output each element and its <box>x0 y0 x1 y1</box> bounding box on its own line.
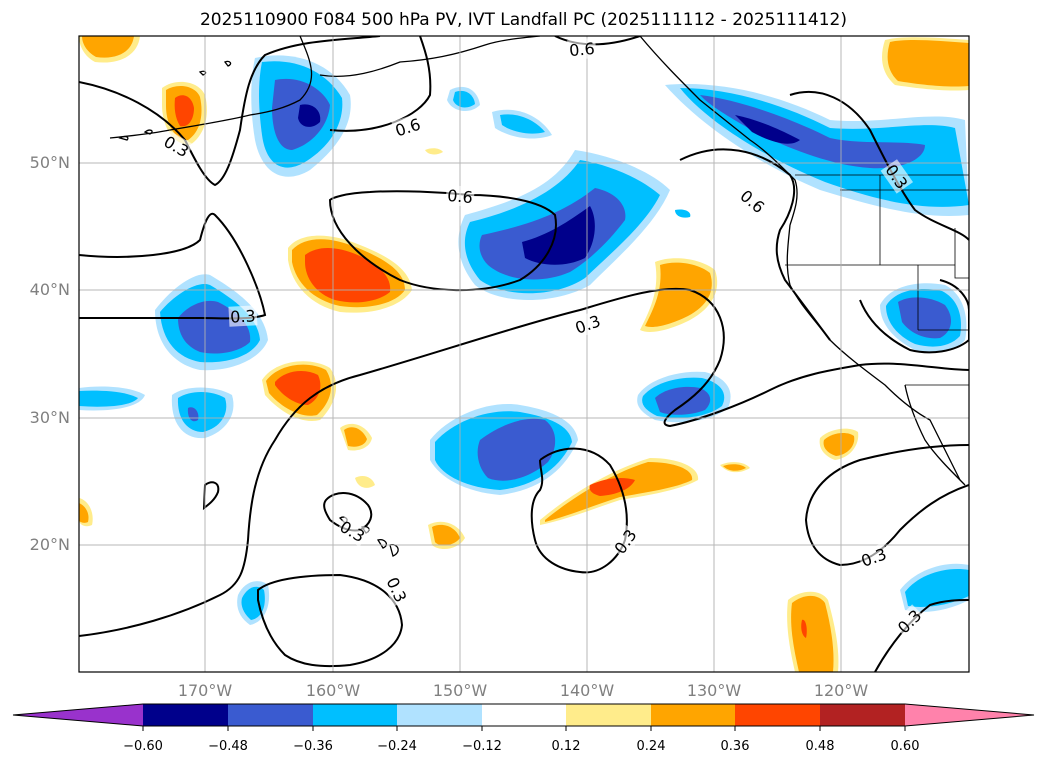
shade-blob <box>823 432 855 456</box>
contour-line <box>874 599 969 672</box>
shade-blob <box>79 390 138 407</box>
contour-label: 0.6 <box>736 186 768 217</box>
borders <box>785 174 969 386</box>
contour-label: 0.3 <box>336 517 368 546</box>
graticule <box>79 36 969 672</box>
lon-label: 140°W <box>559 681 615 700</box>
shade-blob <box>241 586 265 620</box>
colorbar-bin <box>566 704 651 726</box>
colorbar-bin <box>397 704 482 726</box>
us-west-coast <box>786 224 961 481</box>
colorbar-bin <box>143 704 228 726</box>
shade-blob <box>801 619 807 638</box>
contour-line <box>329 36 432 132</box>
lon-label: 170°W <box>177 681 233 700</box>
shade-blob <box>589 477 635 496</box>
colorbar-bin <box>820 704 905 726</box>
colorbar-over <box>905 704 1034 726</box>
shade-blob <box>700 95 925 169</box>
shade-blob <box>477 418 556 481</box>
contour-line <box>554 36 641 46</box>
shade-blob <box>723 464 746 471</box>
contour-label: 0.6 <box>447 186 474 207</box>
colorbar-bin <box>651 704 735 726</box>
colorbar-tick-label: 0.36 <box>720 739 750 754</box>
colorbar-bin <box>228 704 313 726</box>
contour-line <box>328 190 557 292</box>
shade-blob <box>791 595 834 672</box>
lon-label: 130°W <box>686 681 742 700</box>
colorbar-tick-label: −0.24 <box>377 739 417 754</box>
shade-blob <box>453 90 475 108</box>
colorbar-tick-label: −0.12 <box>462 739 502 754</box>
shade-blob <box>174 95 194 127</box>
contour-label: 0.3 <box>611 526 641 558</box>
colorbar-under <box>13 704 143 726</box>
shade-blob <box>735 115 800 144</box>
shade-blob <box>425 148 443 155</box>
alaska-coast <box>109 36 541 139</box>
colorbar-bin <box>313 704 397 726</box>
lon-label: 150°W <box>432 681 488 700</box>
coastlines <box>109 36 966 557</box>
lon-label: 120°W <box>813 681 869 700</box>
lat-label: 20°N <box>29 535 70 554</box>
shade-blob <box>177 392 227 432</box>
shade-blob <box>275 370 321 405</box>
shade-blob <box>905 569 969 607</box>
contour-line <box>79 287 969 637</box>
state-border <box>785 175 969 386</box>
contour-label: 0.6 <box>568 39 595 60</box>
contour-line <box>679 148 831 341</box>
shade-blob <box>432 524 460 546</box>
colorbar <box>12 703 1035 731</box>
shade-blob <box>79 503 89 523</box>
colorbar-tick-label: −0.36 <box>293 739 333 754</box>
lon-label: 160°W <box>305 681 361 700</box>
shade-blob <box>675 209 691 218</box>
lat-label: 40°N <box>29 280 70 299</box>
lat-label: 30°N <box>29 408 70 427</box>
map-title: 2025110900 F084 500 hPa PV, IVT Landfall… <box>199 10 847 30</box>
colorbar-bin <box>735 704 820 726</box>
shade-blob <box>298 104 321 127</box>
colorbar-tick-label: 0.12 <box>551 739 581 754</box>
shade-blob <box>355 476 375 488</box>
shade-blob <box>82 36 134 58</box>
shading-layer <box>79 36 969 672</box>
shade-blob <box>522 206 595 265</box>
contour-line <box>202 481 220 511</box>
bc-coast <box>639 36 798 226</box>
contour-label: 0.3 <box>382 574 410 605</box>
shade-blob <box>500 114 545 134</box>
shade-blob <box>887 40 969 87</box>
colorbar-bin <box>482 704 566 726</box>
map-frame <box>78 35 970 673</box>
lat-label: 50°N <box>29 153 70 172</box>
colorbar-tick-label: −0.48 <box>208 739 248 754</box>
contour-line <box>257 573 404 668</box>
contour-line <box>789 90 969 241</box>
colorbar-tick-label: 0.60 <box>890 739 920 754</box>
colorbar-tick-label: −0.60 <box>123 739 163 754</box>
baja-coast <box>904 384 966 486</box>
aleutian-islands <box>118 60 232 141</box>
contour-line <box>859 279 969 354</box>
colorbar-tick-label: 0.48 <box>805 739 835 754</box>
colorbar-tick-label: 0.24 <box>636 739 666 754</box>
shade-blob <box>344 427 367 447</box>
contour-label: 0.3 <box>230 306 256 326</box>
shade-blob <box>645 262 712 327</box>
shade-blob <box>898 297 952 339</box>
